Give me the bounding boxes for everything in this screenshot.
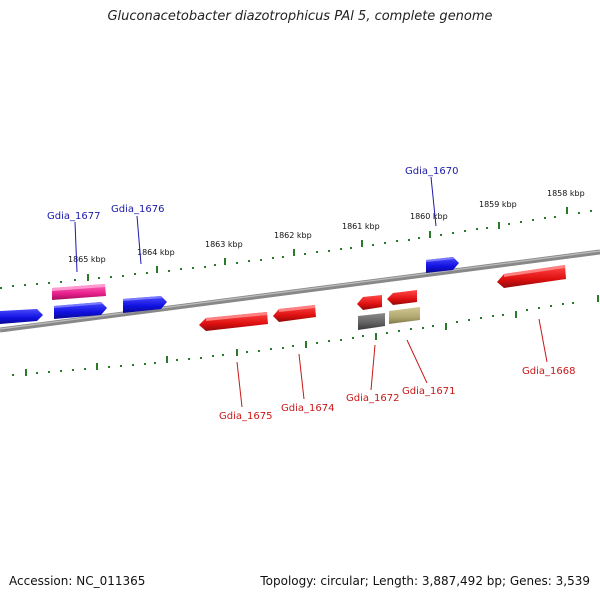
gene-1668-red[interactable] xyxy=(497,265,566,288)
gene-label-1670[interactable]: Gdia_1670 xyxy=(405,166,458,177)
leader-lines-top xyxy=(74,176,437,273)
leader-line-1677 xyxy=(74,221,78,273)
gene-1675-red[interactable] xyxy=(199,312,268,331)
genome-backbone xyxy=(0,249,600,333)
gene-1671-red[interactable] xyxy=(387,290,417,305)
scale-label-1860: 1860 kbp xyxy=(410,212,448,221)
gene-label-1671[interactable]: Gdia_1671 xyxy=(402,386,455,397)
scale-labels: 1865 kbp 1864 kbp 1863 kbp 1862 kbp 1861… xyxy=(68,189,585,264)
gene-1670-blue[interactable] xyxy=(426,257,459,273)
scale-label-1864: 1864 kbp xyxy=(137,248,175,257)
bottom-scale-major-ticks xyxy=(25,295,599,376)
gene-1674-red[interactable] xyxy=(273,305,316,322)
accession-label: Accession: NC_011365 xyxy=(9,574,146,588)
leader-line-1675 xyxy=(236,361,243,408)
gene-label-1674[interactable]: Gdia_1674 xyxy=(281,403,334,414)
gene-1672-red[interactable] xyxy=(357,295,382,310)
top-scale-dots xyxy=(0,210,592,289)
scale-label-1858: 1858 kbp xyxy=(547,189,585,198)
genome-summary: Topology: circular; Length: 3,887,492 bp… xyxy=(260,574,590,588)
gene-1677-pink[interactable] xyxy=(52,284,106,300)
gene-label-1677[interactable]: Gdia_1677 xyxy=(47,211,100,222)
bottom-scale-track xyxy=(12,295,599,376)
leader-line-1672 xyxy=(370,344,376,391)
forward-genes xyxy=(52,257,459,300)
scale-label-1862: 1862 kbp xyxy=(274,231,312,240)
leader-line-1670 xyxy=(430,176,437,227)
gene-label-1672[interactable]: Gdia_1672 xyxy=(346,393,399,404)
gene-label-1668[interactable]: Gdia_1668 xyxy=(522,366,575,377)
leader-line-1668 xyxy=(538,318,548,363)
scale-label-1859: 1859 kbp xyxy=(479,200,517,209)
map-title: Gluconacetobacter diazotrophicus PAl 5, … xyxy=(107,9,493,24)
scale-label-1863: 1863 kbp xyxy=(205,240,243,249)
middle-genes xyxy=(0,265,566,324)
leader-lines-bottom xyxy=(236,318,548,408)
gene-labels-top: Gdia_1677 Gdia_1676 Gdia_1670 xyxy=(47,166,458,222)
top-scale-track xyxy=(0,207,592,289)
leader-line-1676 xyxy=(136,215,142,265)
gene-1672-gray[interactable] xyxy=(358,313,385,330)
gene-left-edge-blue[interactable] xyxy=(0,309,43,324)
leader-line-1674 xyxy=(298,353,305,400)
gene-labels-bottom: Gdia_1675 Gdia_1674 Gdia_1672 Gdia_1671 … xyxy=(219,366,575,422)
gene-label-1675[interactable]: Gdia_1675 xyxy=(219,411,272,422)
bottom-scale-dots xyxy=(12,302,574,376)
gene-label-1676[interactable]: Gdia_1676 xyxy=(111,204,164,215)
gene-1677-blue[interactable] xyxy=(54,302,107,319)
reverse-genes xyxy=(199,305,420,331)
gene-1671-olive[interactable] xyxy=(389,307,420,324)
gene-1676-blue[interactable] xyxy=(123,296,167,313)
scale-label-1861: 1861 kbp xyxy=(342,222,380,231)
scale-label-1865: 1865 kbp xyxy=(68,255,106,264)
leader-line-1671 xyxy=(406,339,428,384)
top-scale-major-ticks xyxy=(87,207,568,281)
